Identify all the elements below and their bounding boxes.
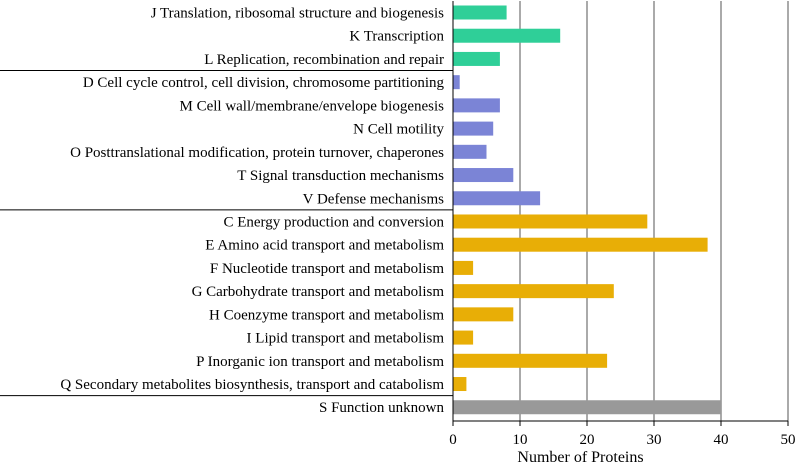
bar-s xyxy=(453,400,721,415)
category-label: S Function unknown xyxy=(319,400,445,416)
category-label: F Nucleotide transport and metabolism xyxy=(210,261,444,277)
bar-k xyxy=(453,28,561,43)
x-tick-label: 10 xyxy=(513,432,528,448)
bar-i xyxy=(453,330,474,345)
category-label: K Transcription xyxy=(349,29,444,45)
grid-lines xyxy=(519,1,789,421)
x-axis: 0 10 20 30 40 50 xyxy=(449,1,796,448)
bar-c xyxy=(453,214,648,229)
x-tick-label: 30 xyxy=(647,432,662,448)
x-tick-label: 50 xyxy=(781,432,796,448)
group-separators xyxy=(0,70,453,397)
bar-f xyxy=(453,260,474,275)
bars xyxy=(453,5,721,415)
bar-t xyxy=(453,168,514,183)
bar-m xyxy=(453,98,500,113)
category-label: M Cell wall/membrane/envelope biogenesis xyxy=(179,98,444,114)
bar-o xyxy=(453,144,487,159)
category-label: O Posttranslational modification, protei… xyxy=(70,145,444,161)
category-label: T Signal transduction mechanisms xyxy=(237,168,444,184)
bar-j xyxy=(453,5,507,20)
category-label: J Translation, ribosomal structure and b… xyxy=(151,6,444,22)
category-label: C Energy production and conversion xyxy=(223,214,444,230)
category-label: G Carbohydrate transport and metabolism xyxy=(192,284,445,300)
category-label: H Coenzyme transport and metabolism xyxy=(209,307,444,323)
x-tick-label: 20 xyxy=(580,432,595,448)
bar-p xyxy=(453,353,608,368)
bar-e xyxy=(453,237,708,252)
x-tick-label: 0 xyxy=(449,432,457,448)
category-labels: J Translation, ribosomal structure and b… xyxy=(60,6,444,417)
x-tick-label: 40 xyxy=(714,432,729,448)
bar-h xyxy=(453,307,514,322)
bar-v xyxy=(453,191,541,206)
category-label: Q Secondary metabolites biosynthesis, tr… xyxy=(60,377,444,393)
bar-g xyxy=(453,284,614,299)
bar-d xyxy=(453,75,460,90)
category-label: N Cell motility xyxy=(353,122,444,138)
bar-n xyxy=(453,121,494,136)
bar-l xyxy=(453,51,500,66)
category-label: V Defense mechanisms xyxy=(303,191,445,207)
category-label: E Amino acid transport and metabolism xyxy=(205,238,444,254)
bar-q xyxy=(453,377,467,392)
category-label: D Cell cycle control, cell division, chr… xyxy=(83,75,445,91)
category-label: I Lipid transport and metabolism xyxy=(247,331,445,347)
category-label: P Inorganic ion transport and metabolism xyxy=(196,354,444,370)
x-axis-title: Number of Proteins xyxy=(517,449,643,466)
category-label: L Replication, recombination and repair xyxy=(204,52,444,68)
